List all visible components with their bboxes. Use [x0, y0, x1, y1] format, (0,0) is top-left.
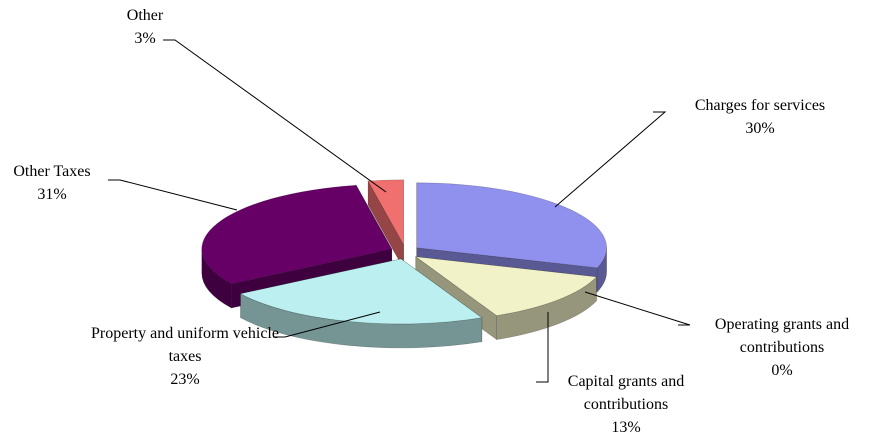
slice-top — [414, 256, 598, 316]
slice-top — [201, 184, 393, 285]
slice-side — [240, 293, 483, 349]
label-name: Operating grants and contributions — [714, 316, 850, 356]
slice-label: Operating grants and contributions 0% — [682, 313, 880, 382]
slice-edge — [367, 179, 404, 270]
leader-line — [554, 111, 667, 208]
leader-line — [273, 311, 381, 338]
label-value: 3% — [134, 30, 156, 47]
label-value: 30% — [745, 120, 775, 137]
slice-label: Property and uniform vehicle taxes 23% — [75, 322, 295, 391]
leader-line — [584, 291, 691, 326]
label-value: 23% — [170, 371, 200, 388]
label-value: 13% — [611, 419, 641, 436]
label-name: Capital grants and contributions — [567, 373, 685, 413]
slice-label: Other 3% — [105, 4, 185, 50]
pie-slice — [367, 179, 404, 270]
slice-label: Capital grants and contributions 13% — [541, 370, 711, 439]
label-value: 31% — [37, 186, 67, 203]
slice-top — [239, 258, 483, 325]
leader-line — [108, 179, 238, 211]
slice-top — [367, 179, 404, 246]
leader-line — [163, 39, 387, 193]
label-name: Charges for services — [694, 97, 826, 114]
label-name: Other Taxes — [13, 163, 91, 180]
slice-label: Charges for services 30% — [660, 94, 860, 140]
slice-label: Other Taxes 31% — [0, 160, 107, 206]
label-value: 0% — [771, 362, 793, 379]
label-name: Property and uniform vehicle taxes — [91, 325, 279, 365]
label-name: Other — [126, 7, 164, 24]
leader-line — [536, 312, 549, 383]
pie-slice — [239, 258, 483, 349]
slice-top — [416, 182, 607, 269]
